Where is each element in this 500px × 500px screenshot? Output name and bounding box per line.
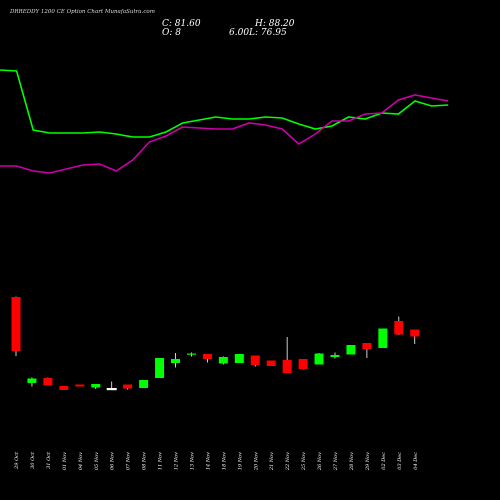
candle: [362, 343, 372, 358]
x-tick-label: 22 Nov: [285, 452, 291, 471]
candle-body: [394, 321, 404, 335]
x-tick-label: 01 Nov: [62, 452, 68, 470]
high-value: H: 88.20: [255, 19, 295, 29]
x-tick-label: 08 Nov: [142, 452, 148, 470]
candle: [202, 354, 212, 363]
candle-body: [234, 354, 244, 363]
candle: [155, 358, 165, 378]
candle-body: [91, 384, 101, 388]
candle-body: [314, 353, 324, 365]
candle-body: [218, 357, 228, 364]
candle: [106, 381, 117, 391]
candle: [330, 352, 340, 359]
candle: [346, 345, 356, 355]
candle: [298, 359, 308, 370]
candle-body: [27, 378, 37, 383]
x-tick-label: 06 Nov: [110, 452, 116, 470]
candle: [218, 356, 228, 365]
candle-body: [123, 384, 133, 389]
x-tick-label: 29 Oct: [14, 451, 20, 470]
close-value: C: 81.60: [162, 19, 201, 29]
candle-body: [266, 360, 276, 366]
candle-body: [346, 345, 356, 355]
candle-body: [378, 328, 388, 348]
x-tick-label: 02 Dec: [381, 452, 387, 470]
candle: [43, 377, 53, 386]
candle: [266, 360, 276, 366]
candle-body: [171, 359, 180, 363]
candle-body: [43, 378, 53, 386]
x-tick-label: 05 Nov: [94, 452, 100, 470]
x-tick-label: 21 Nov: [269, 452, 275, 471]
candle-body: [282, 360, 292, 373]
candle: [394, 316, 404, 335]
x-tick-label: 26 Nov: [317, 452, 323, 471]
candle-body: [362, 343, 372, 349]
candle: [234, 354, 244, 363]
x-tick-label: 19 Nov: [237, 452, 243, 470]
candle: [139, 380, 149, 388]
x-tick-label: 04 Nov: [78, 452, 84, 470]
candle-body: [139, 380, 149, 388]
candle: [378, 328, 388, 348]
candle: [171, 353, 180, 368]
candle-body: [250, 355, 260, 365]
x-tick-label: 25 Nov: [301, 452, 307, 471]
x-tick-label: 03 Dec: [397, 452, 403, 470]
candle: [410, 329, 420, 344]
upper-indicator-line: [0, 69, 449, 138]
candle-body: [410, 329, 420, 337]
candle-body: [186, 353, 196, 355]
x-tick-label: 31 Oct: [46, 451, 52, 469]
low-value: 6.00L: 76.95: [229, 28, 287, 38]
x-tick-label: 04 Dec: [413, 452, 419, 470]
candle-body: [59, 386, 69, 390]
chart-title: DRREDDY 1200 CE Option Chart MunafaSutra…: [10, 9, 155, 15]
candle-body: [202, 354, 212, 359]
x-tick-label: 30 Oct: [30, 451, 36, 469]
candle: [27, 377, 37, 387]
lower-indicator-line: [0, 94, 449, 174]
x-tick-label: 27 Nov: [333, 452, 339, 471]
x-tick-label: 13 Nov: [189, 452, 195, 470]
candle: [11, 296, 21, 356]
candle-body: [75, 384, 85, 387]
candle-body: [298, 359, 308, 369]
candle: [314, 353, 324, 365]
x-tick-label: 12 Nov: [174, 452, 180, 470]
candle: [91, 384, 101, 389]
candle: [75, 384, 85, 387]
x-tick-label: 18 Nov: [221, 452, 227, 470]
candle: [282, 337, 292, 373]
candle-body: [106, 388, 117, 391]
x-tick-label: 07 Nov: [126, 452, 132, 470]
x-tick-label: 29 Nov: [365, 452, 371, 471]
candle: [123, 384, 133, 390]
candle: [59, 386, 69, 390]
open-value: O: 8: [162, 28, 181, 38]
x-tick-label: 28 Nov: [349, 452, 355, 471]
x-tick-label: 20 Nov: [253, 452, 259, 471]
candle-body: [330, 355, 340, 357]
candle: [186, 352, 196, 357]
candle-body: [11, 297, 21, 351]
x-tick-label: 11 Nov: [158, 452, 164, 470]
x-tick-label: 14 Nov: [205, 452, 211, 470]
candle-body: [155, 358, 165, 378]
candle: [250, 355, 260, 367]
